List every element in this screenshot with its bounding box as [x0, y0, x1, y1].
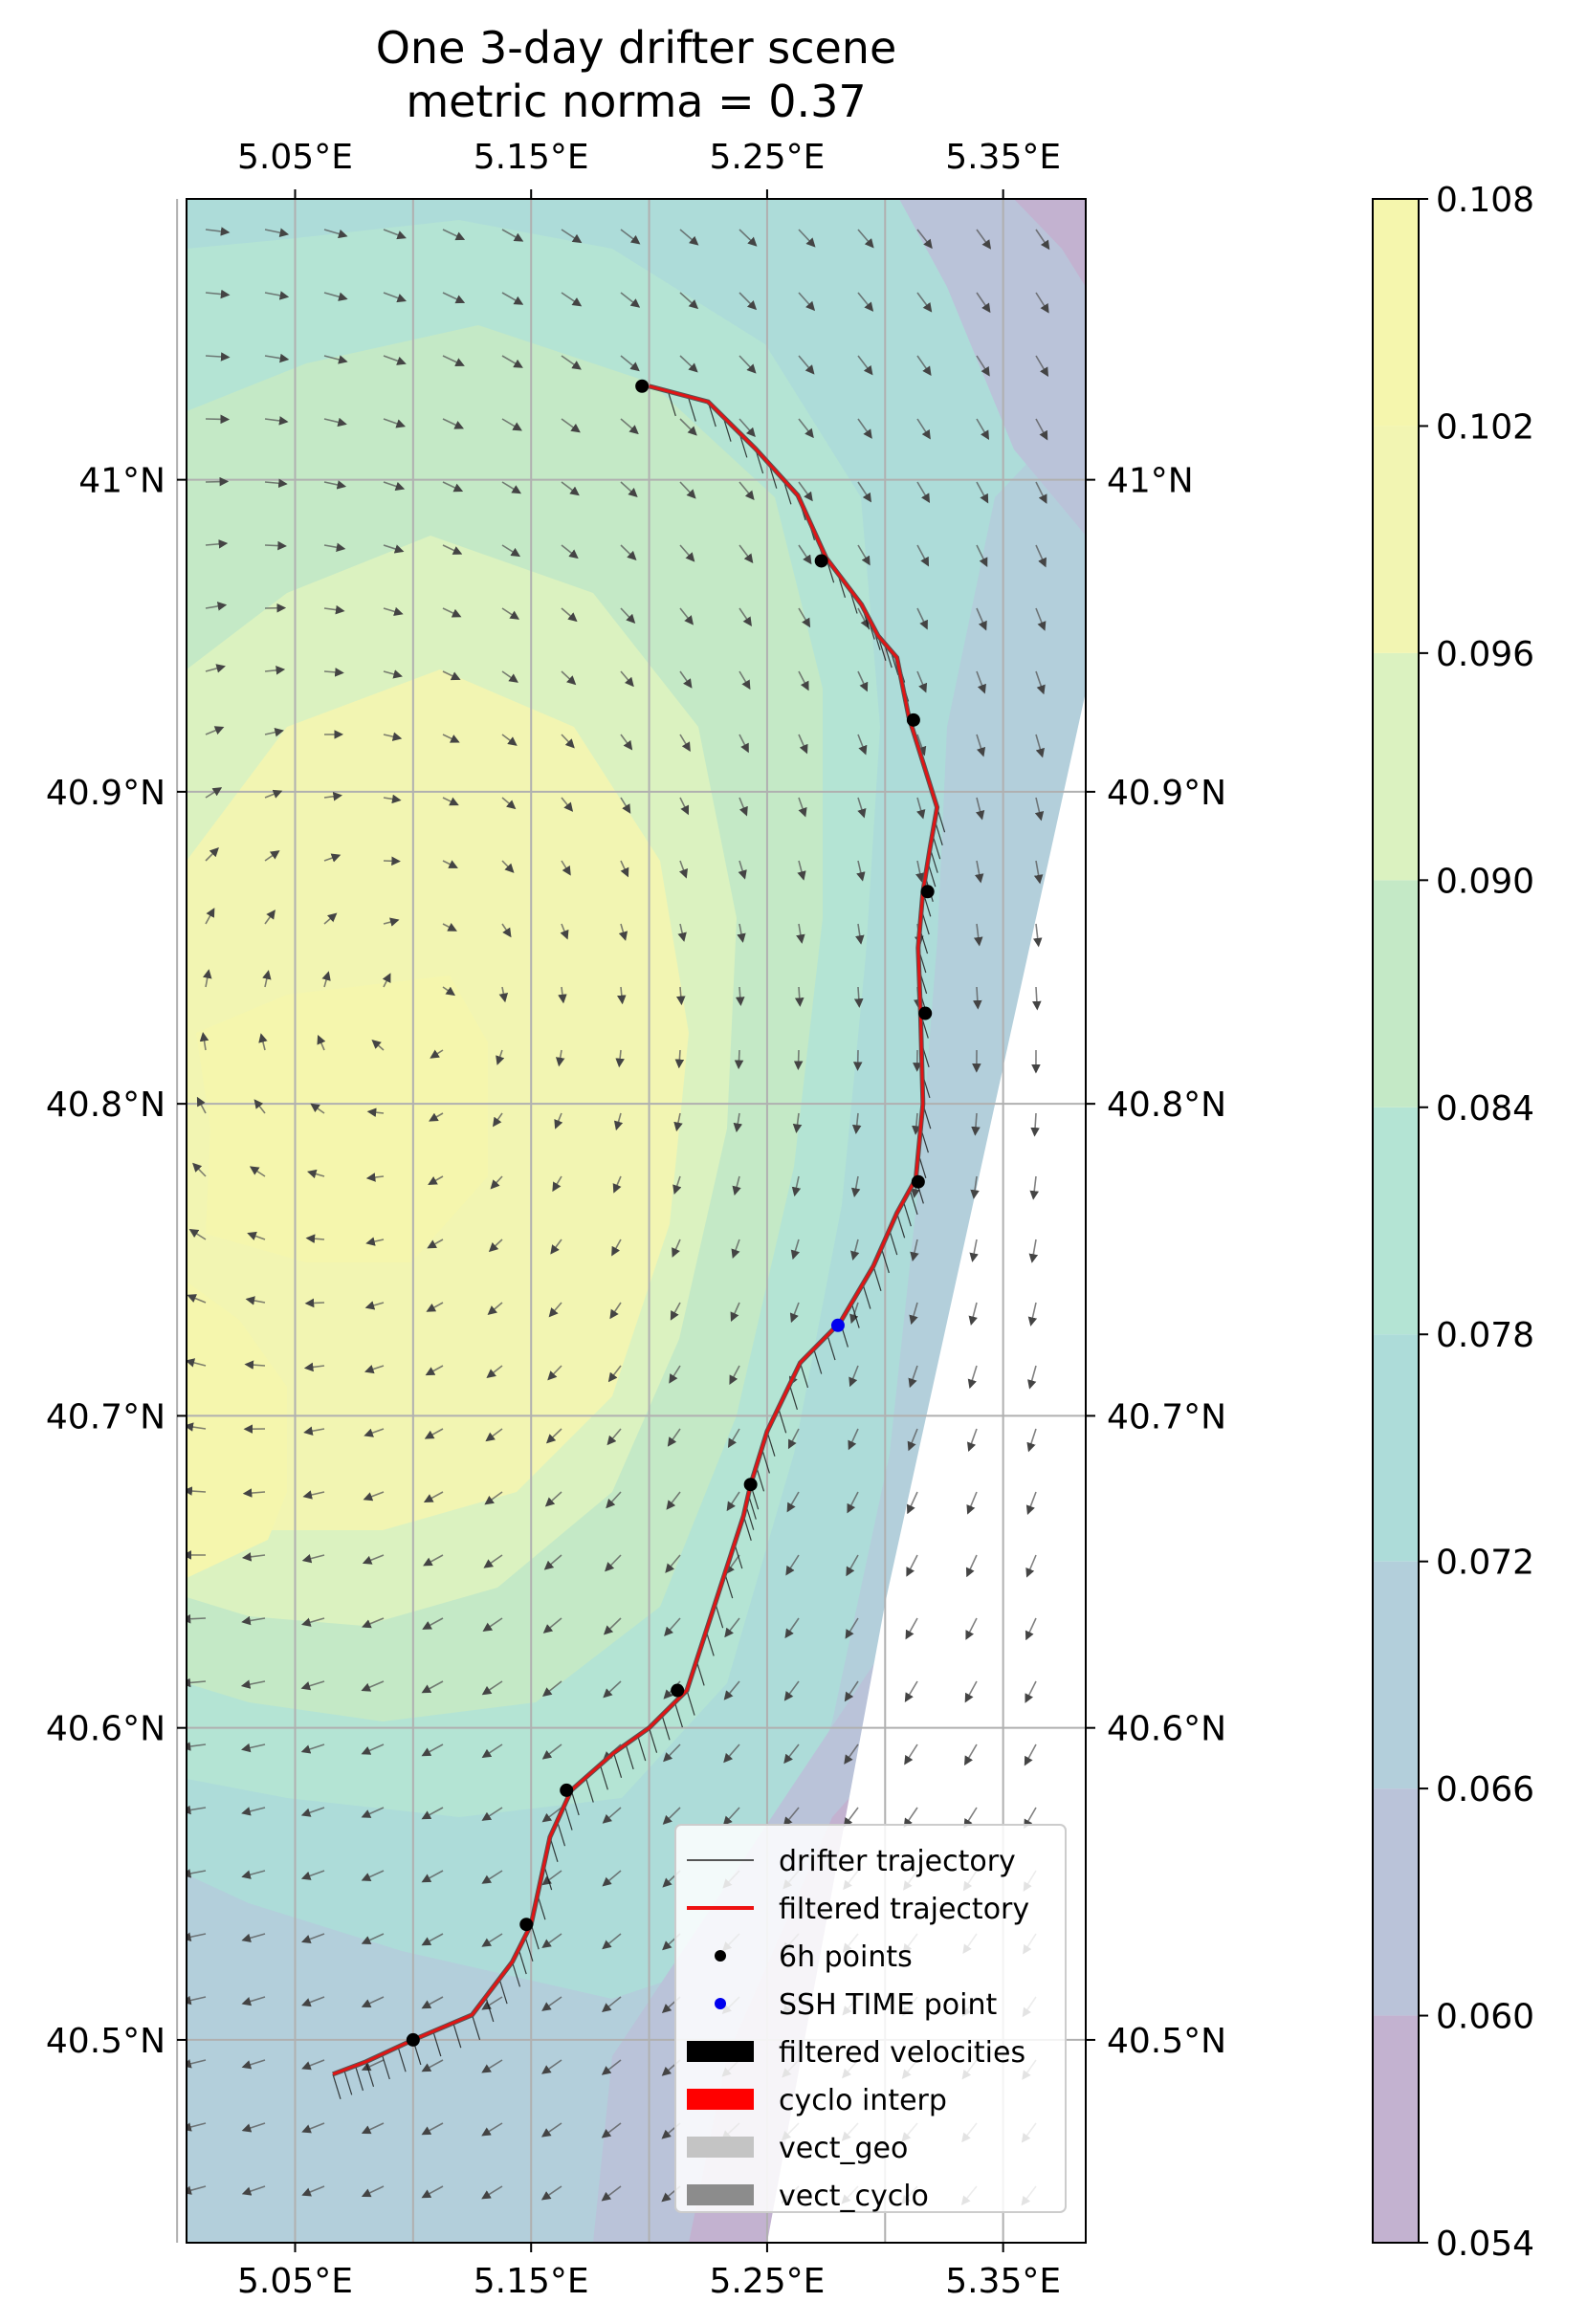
six-hour-point — [815, 554, 828, 567]
six-hour-point — [635, 380, 649, 393]
vector-arrow — [798, 1050, 799, 1068]
vector-arrow — [306, 1303, 324, 1304]
legend-handle-patch — [687, 2137, 754, 2158]
y-tick-label-right: 40.6°N — [1107, 1710, 1226, 1749]
legend-handle-marker — [715, 1998, 726, 2009]
y-tick-label-left: 40.6°N — [46, 1710, 165, 1749]
x-tick-label-top: 5.35°E — [945, 138, 1061, 177]
colorbar-tick-label: 0.096 — [1436, 635, 1534, 674]
x-tick-label-bottom: 5.15°E — [474, 2262, 589, 2301]
legend-handle-patch — [687, 2184, 754, 2205]
vector-arrow — [384, 861, 399, 862]
colorbar-tick-label: 0.108 — [1436, 181, 1534, 220]
legend: drifter trajectory filtered trajectory 6h … — [675, 1825, 1066, 2213]
x-tick-label-bottom: 5.05°E — [237, 2262, 353, 2301]
six-hour-point — [918, 1007, 932, 1020]
legend-handle-patch — [687, 2041, 754, 2062]
colorbar-segment — [1373, 1562, 1419, 1788]
six-hour-point — [560, 1784, 573, 1797]
colorbar-segment — [1373, 199, 1419, 426]
x-tick-label-top: 5.25°E — [709, 138, 825, 177]
colorbar-tick-label: 0.060 — [1436, 1998, 1534, 2037]
six-hour-point — [907, 713, 920, 727]
legend-label: vect_cyclo — [779, 2180, 929, 2213]
six-hour-point — [912, 1175, 925, 1189]
legend-label: filtered trajectory — [779, 1893, 1029, 1926]
y-tick-label-left: 40.9°N — [46, 774, 165, 813]
y-tick-label-right: 40.9°N — [1107, 774, 1226, 813]
colorbar-segment — [1373, 880, 1419, 1107]
y-tick-label-right: 40.8°N — [1107, 1085, 1226, 1125]
six-hour-point — [744, 1478, 758, 1491]
vector-arrow — [738, 1050, 739, 1068]
legend-label: vect_geo — [779, 2132, 908, 2165]
legend-label: filtered velocities — [779, 2036, 1025, 2070]
colorbar-tick-label: 0.078 — [1436, 1316, 1534, 1355]
y-tick-label-left: 40.5°N — [46, 2022, 165, 2061]
x-tick-label-top: 5.05°E — [237, 138, 353, 177]
chart-subtitle: metric norma = 0.37 — [406, 76, 866, 127]
contour-band-5 — [196, 976, 488, 1262]
x-tick-label-bottom: 5.35°E — [945, 2262, 1061, 2301]
colorbar-tick-label: 0.090 — [1436, 862, 1534, 901]
vector-arrow — [206, 481, 228, 482]
colorbar-segment — [1373, 653, 1419, 880]
legend-label: 6h points — [779, 1940, 913, 1974]
six-hour-point — [671, 1684, 684, 1698]
y-tick-label-right: 40.5°N — [1107, 2022, 1226, 2061]
colorbar: 0.054 0.060 0.066 0.072 0.078 0.084 0.090 0.096… — [1373, 181, 1534, 2264]
x-tick-label-top: 5.15°E — [474, 138, 589, 177]
colorbar-segment — [1373, 1107, 1419, 1334]
y-tick-label-left: 40.7°N — [46, 1397, 165, 1436]
colorbar-tick-label: 0.054 — [1436, 2225, 1534, 2264]
legend-handle-marker — [715, 1950, 726, 1962]
vector-arrow — [265, 545, 285, 546]
colorbar-segment — [1373, 1788, 1419, 2015]
vector-arrow — [206, 419, 228, 420]
six-hour-point — [921, 885, 935, 898]
legend-label: drifter trajectory — [779, 1845, 1016, 1878]
y-tick-label-left: 40.8°N — [46, 1085, 165, 1125]
six-hour-point — [407, 2033, 420, 2047]
colorbar-tick-label: 0.084 — [1436, 1089, 1534, 1129]
legend-label: cyclo interp — [779, 2084, 947, 2117]
y-tick-label-left: 41°N — [78, 462, 165, 501]
y-tick-label-right: 40.7°N — [1107, 1397, 1226, 1436]
colorbar-tick-label: 0.102 — [1436, 407, 1534, 447]
ssh-time-point — [831, 1319, 845, 1332]
chart-title: One 3-day drifter scene — [376, 22, 897, 74]
colorbar-segment — [1373, 426, 1419, 652]
six-hour-point — [519, 1918, 533, 1931]
y-tick-label-right: 41°N — [1107, 462, 1194, 501]
colorbar-tick-label: 0.072 — [1436, 1544, 1534, 1583]
colorbar-tick-label: 0.066 — [1436, 1770, 1534, 1809]
legend-handle-patch — [687, 2089, 754, 2110]
x-tick-label-bottom: 5.25°E — [709, 2262, 825, 2301]
colorbar-segment — [1373, 2016, 1419, 2243]
legend-label: SSH TIME point — [779, 1988, 997, 2022]
colorbar-segment — [1373, 1334, 1419, 1561]
